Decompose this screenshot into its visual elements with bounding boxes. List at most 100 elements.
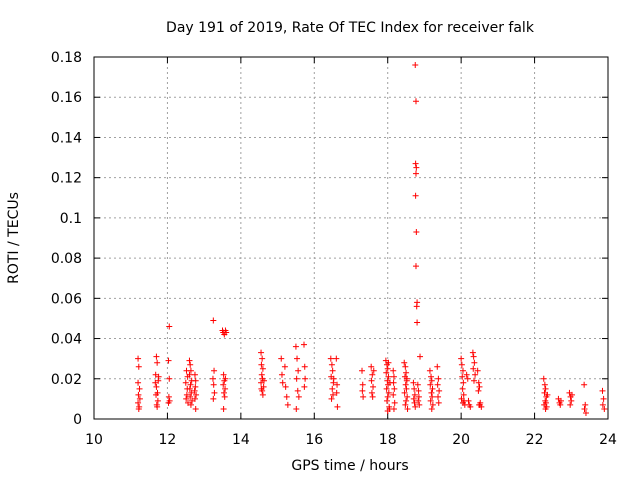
data-point	[402, 381, 409, 388]
data-point	[413, 303, 420, 310]
data-point	[385, 389, 392, 396]
data-point	[414, 381, 421, 388]
data-point	[581, 381, 588, 388]
data-point	[542, 405, 549, 412]
data-point	[368, 377, 375, 384]
data-point	[211, 389, 218, 396]
data-point	[220, 405, 227, 412]
data-point	[259, 391, 266, 398]
data-point	[258, 361, 265, 368]
data-point	[166, 323, 173, 330]
data-point	[283, 393, 290, 400]
y-tick-label: 0	[73, 412, 82, 428]
data-point	[557, 401, 564, 408]
data-point	[458, 355, 465, 362]
axis-ticks	[93, 56, 609, 420]
data-point	[301, 363, 308, 370]
data-point	[135, 391, 142, 398]
data-point	[187, 401, 194, 408]
data-point	[135, 379, 142, 386]
data-point	[463, 371, 470, 378]
data-point	[582, 409, 589, 416]
data-point	[327, 355, 334, 362]
data-point	[384, 393, 391, 400]
data-points	[135, 62, 608, 416]
data-point	[329, 367, 336, 374]
data-point	[401, 359, 408, 366]
data-point	[369, 371, 376, 378]
data-point	[191, 387, 198, 394]
data-point	[600, 395, 607, 402]
data-point	[186, 371, 193, 378]
data-point	[210, 395, 217, 402]
data-point	[258, 385, 265, 392]
data-point	[435, 399, 442, 406]
data-point	[136, 385, 143, 392]
data-point	[165, 399, 172, 406]
data-point	[293, 405, 300, 412]
data-point	[359, 387, 366, 394]
data-point	[569, 391, 576, 398]
data-point	[183, 391, 190, 398]
data-point	[401, 389, 408, 396]
data-point	[154, 403, 161, 410]
x-axis-label: GPS time / hours	[291, 458, 408, 474]
data-point	[384, 365, 391, 372]
data-point	[412, 263, 419, 270]
grid-lines	[94, 57, 608, 419]
data-point	[412, 160, 419, 167]
data-point	[412, 403, 419, 410]
data-point	[333, 389, 340, 396]
data-point	[429, 385, 436, 392]
data-point	[260, 377, 267, 384]
data-point	[426, 367, 433, 374]
data-point	[191, 371, 198, 378]
data-point	[222, 385, 229, 392]
y-axis-label: ROTI / TECUs	[6, 192, 22, 284]
data-point	[359, 367, 366, 374]
data-point	[210, 381, 217, 388]
data-point	[281, 363, 288, 370]
data-point	[467, 403, 474, 410]
data-point	[368, 389, 375, 396]
data-point	[476, 401, 483, 408]
data-point	[369, 393, 376, 400]
data-point	[412, 98, 419, 105]
data-point	[416, 401, 423, 408]
data-point	[411, 391, 418, 398]
data-point	[152, 379, 159, 386]
data-point	[413, 164, 420, 171]
data-point	[469, 349, 476, 356]
data-point	[601, 405, 608, 412]
data-point	[429, 393, 436, 400]
x-tick-label: 14	[232, 432, 250, 448]
data-point	[581, 405, 588, 412]
y-tick-label: 0.02	[51, 372, 82, 388]
data-point	[165, 393, 172, 400]
y-tick-labels: 0 0.02 0.04 0.06 0.08 0.1 0.12 0.14 0.16 0.18	[51, 50, 82, 428]
data-point	[464, 375, 471, 382]
data-point	[542, 385, 549, 392]
data-point	[390, 379, 397, 386]
data-point	[282, 383, 289, 390]
data-point	[434, 363, 441, 370]
data-point	[294, 355, 301, 362]
data-point	[192, 383, 199, 390]
y-tick-label: 0.18	[51, 50, 82, 66]
data-point	[435, 375, 442, 382]
data-point	[284, 401, 291, 408]
data-point	[187, 381, 194, 388]
data-point	[541, 381, 548, 388]
plot-frame	[93, 56, 609, 420]
data-point	[403, 369, 410, 376]
data-point	[390, 373, 397, 380]
data-point	[165, 357, 172, 364]
data-point	[293, 375, 300, 382]
data-point	[599, 401, 606, 408]
data-point	[404, 393, 411, 400]
data-point	[334, 403, 341, 410]
data-point	[599, 387, 606, 394]
data-point	[155, 373, 162, 380]
data-point	[390, 391, 397, 398]
data-point	[436, 387, 443, 394]
